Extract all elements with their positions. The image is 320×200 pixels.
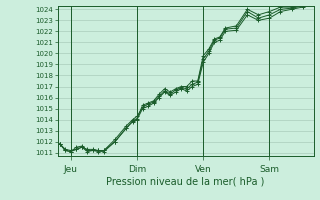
X-axis label: Pression niveau de la mer( hPa ): Pression niveau de la mer( hPa ) [107,177,265,187]
